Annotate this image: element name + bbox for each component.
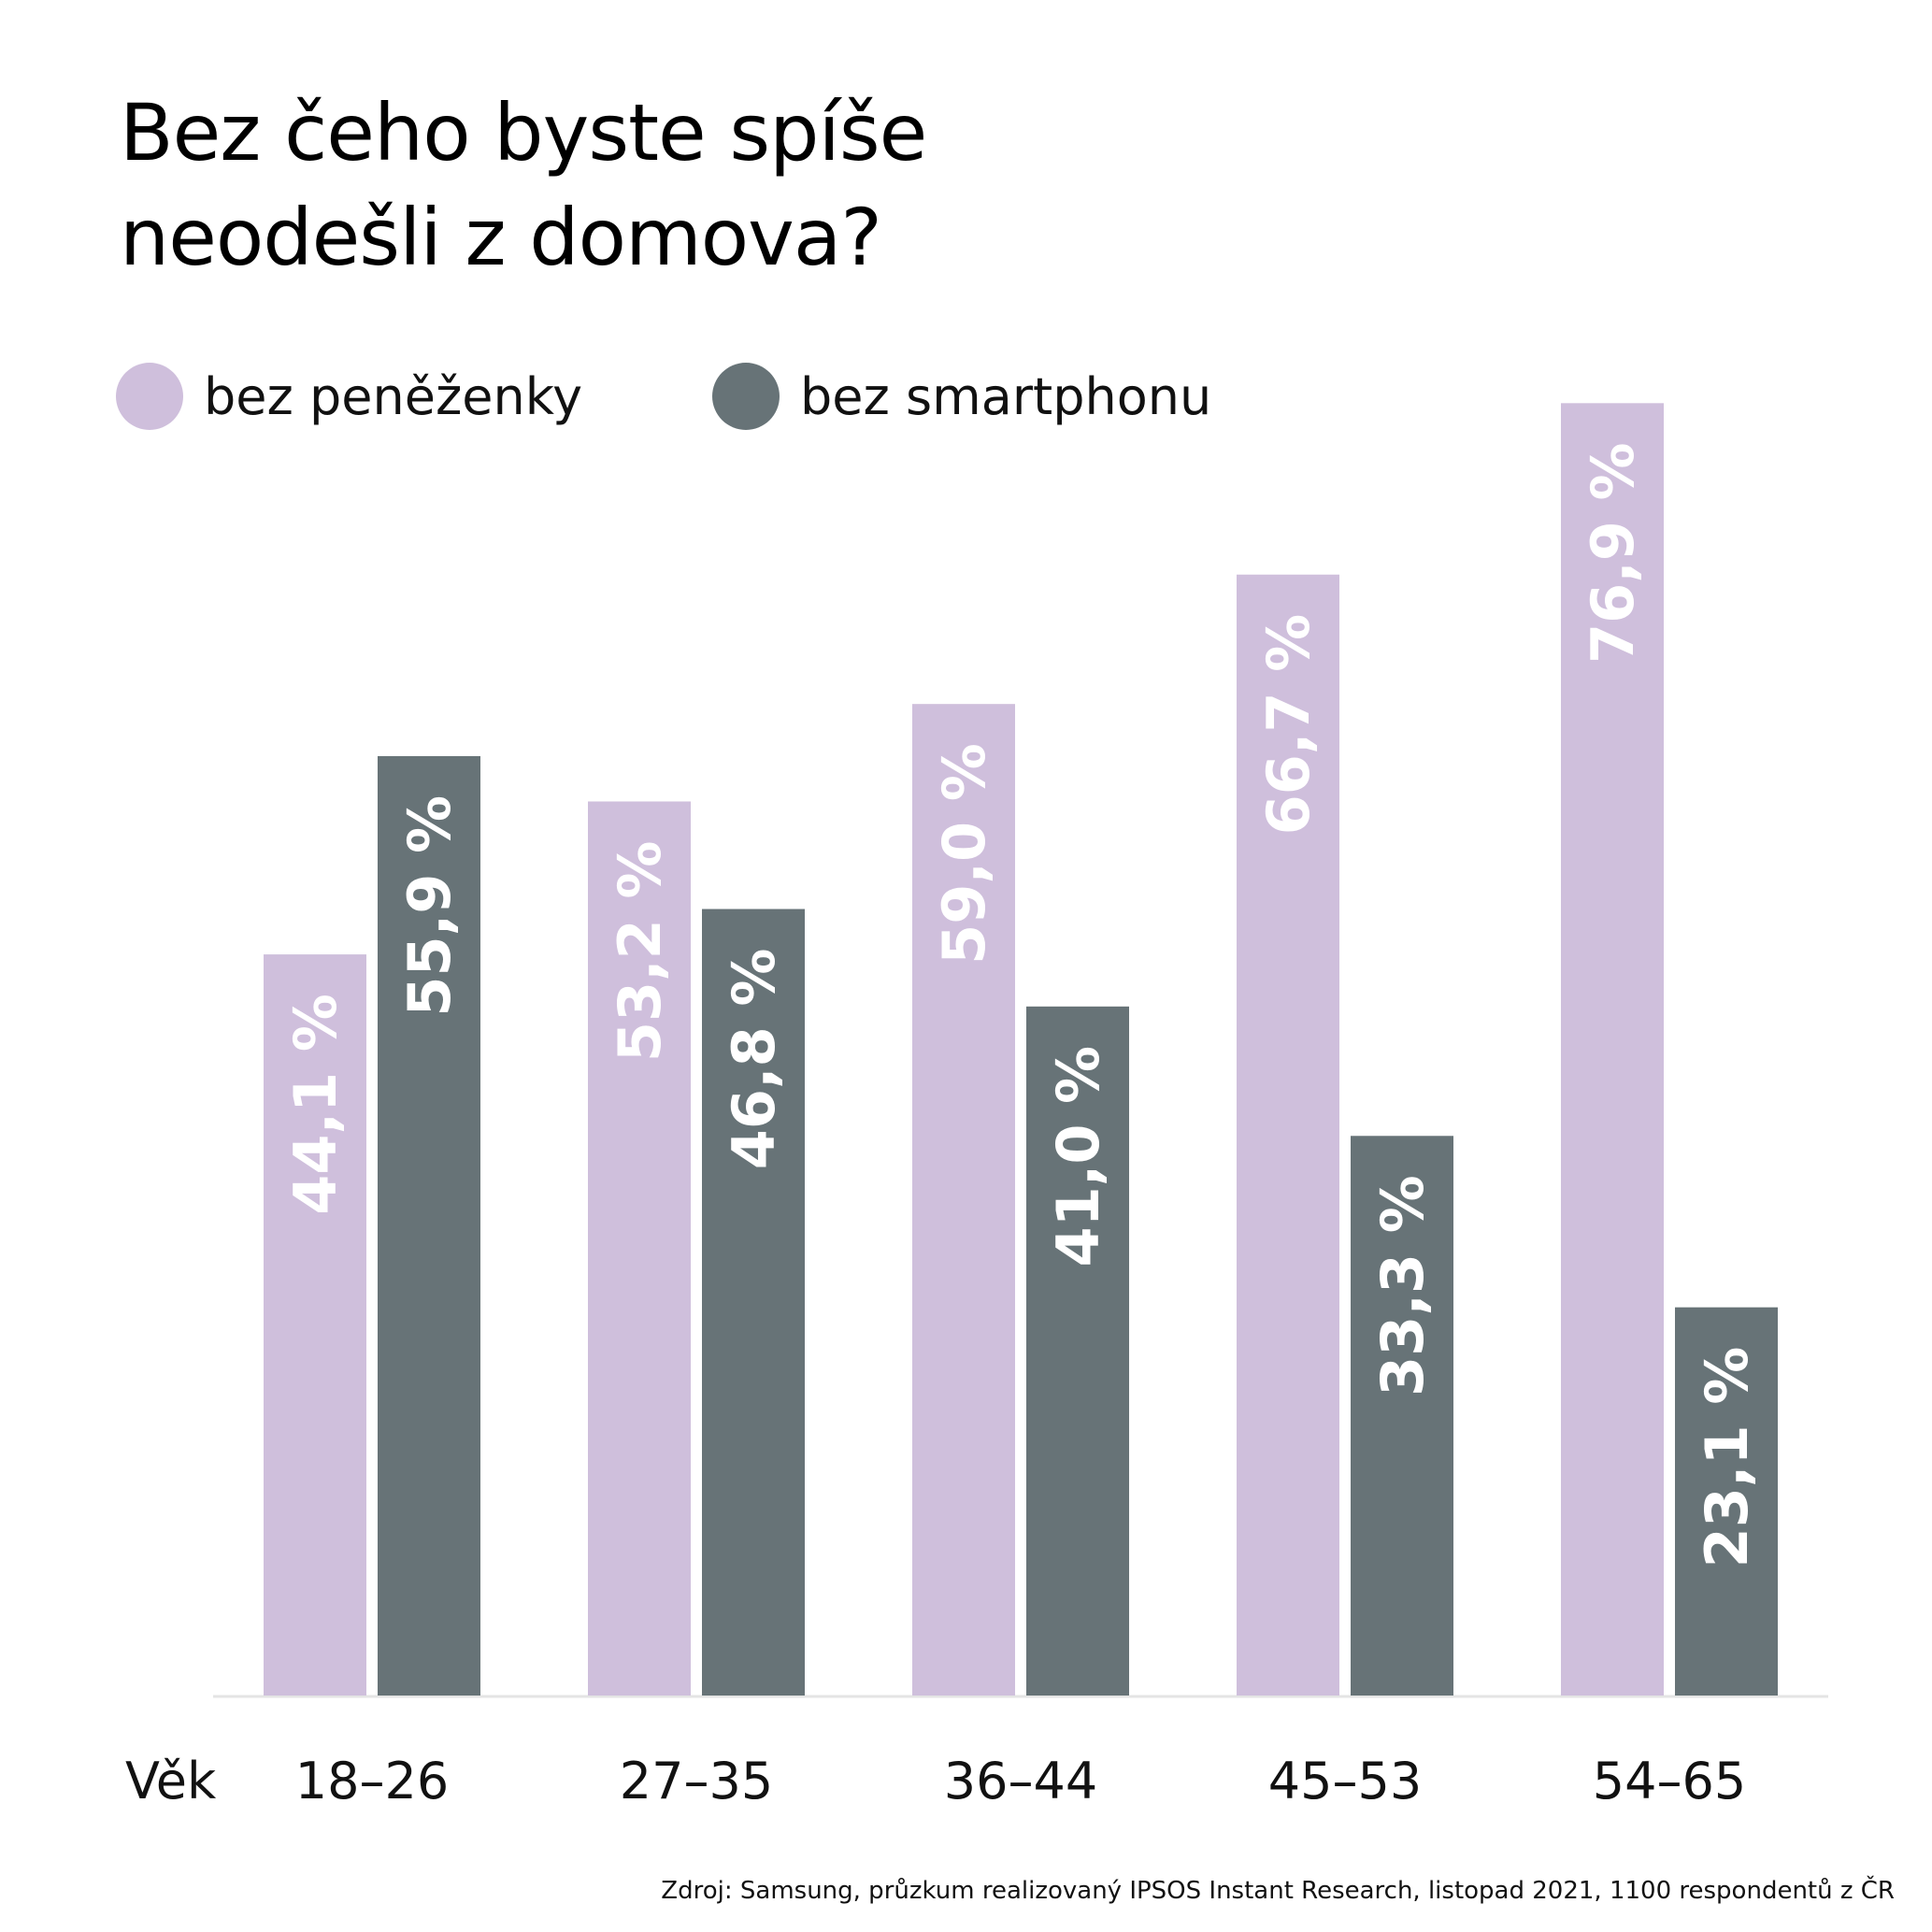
bar-smartphone-2 (702, 909, 805, 1696)
x-tick-label-4: 45–53 (1268, 1752, 1422, 1810)
chart-title-line-1: Bez čeho byste spíše (120, 87, 927, 179)
bar-smartphone-5 (1675, 1307, 1778, 1696)
bar-wallet-4 (1237, 574, 1339, 1696)
bar-smartphone-1 (378, 755, 480, 1696)
data-label-smartphone-1: 55,9 % (395, 795, 464, 1017)
x-axis-title: Věk (125, 1752, 217, 1810)
bar-wallet-1 (264, 954, 366, 1696)
data-label-wallet-2: 53,2 % (606, 840, 674, 1062)
legend-swatch-smartphone (712, 363, 780, 430)
data-label-wallet-1: 44,1 % (281, 994, 350, 1215)
data-label-wallet-3: 59,0 % (930, 743, 998, 965)
legend-label-wallet: bez peněženky (204, 366, 583, 426)
bar-wallet-2 (588, 801, 691, 1696)
data-label-wallet-4: 66,7 % (1254, 614, 1323, 836)
legend-item-smartphone: bez smartphonu (712, 363, 1211, 430)
bar-wallet-3 (912, 704, 1015, 1696)
legend-item-wallet: bez peněženky (116, 363, 582, 430)
bar-smartphone-4 (1351, 1136, 1453, 1696)
x-tick-label-2: 27–35 (620, 1752, 773, 1810)
data-label-smartphone-5: 23,1 % (1693, 1347, 1761, 1568)
x-tick-label-1: 18–26 (295, 1752, 449, 1810)
chart-title: Bez čeho byste spíše neodešli z domova? (120, 80, 1428, 290)
data-label-smartphone-3: 41,0 % (1044, 1046, 1112, 1267)
legend-label-smartphone: bez smartphonu (800, 366, 1212, 426)
data-label-smartphone-2: 46,8 % (720, 949, 788, 1170)
data-label-smartphone-4: 33,3 % (1368, 1175, 1437, 1396)
data-label-wallet-5: 76,9 % (1579, 442, 1647, 664)
source-note: Zdroj: Samsung, průzkum realizovaný IPSO… (661, 1877, 1895, 1905)
x-tick-label-3: 36–44 (944, 1752, 1097, 1810)
chart-title-line-2: neodešli z domova? (120, 192, 882, 283)
legend-swatch-wallet (116, 363, 183, 430)
bar-smartphone-3 (1026, 1006, 1129, 1696)
x-tick-label-5: 54–65 (1593, 1752, 1746, 1810)
bar-wallet-5 (1561, 403, 1664, 1696)
